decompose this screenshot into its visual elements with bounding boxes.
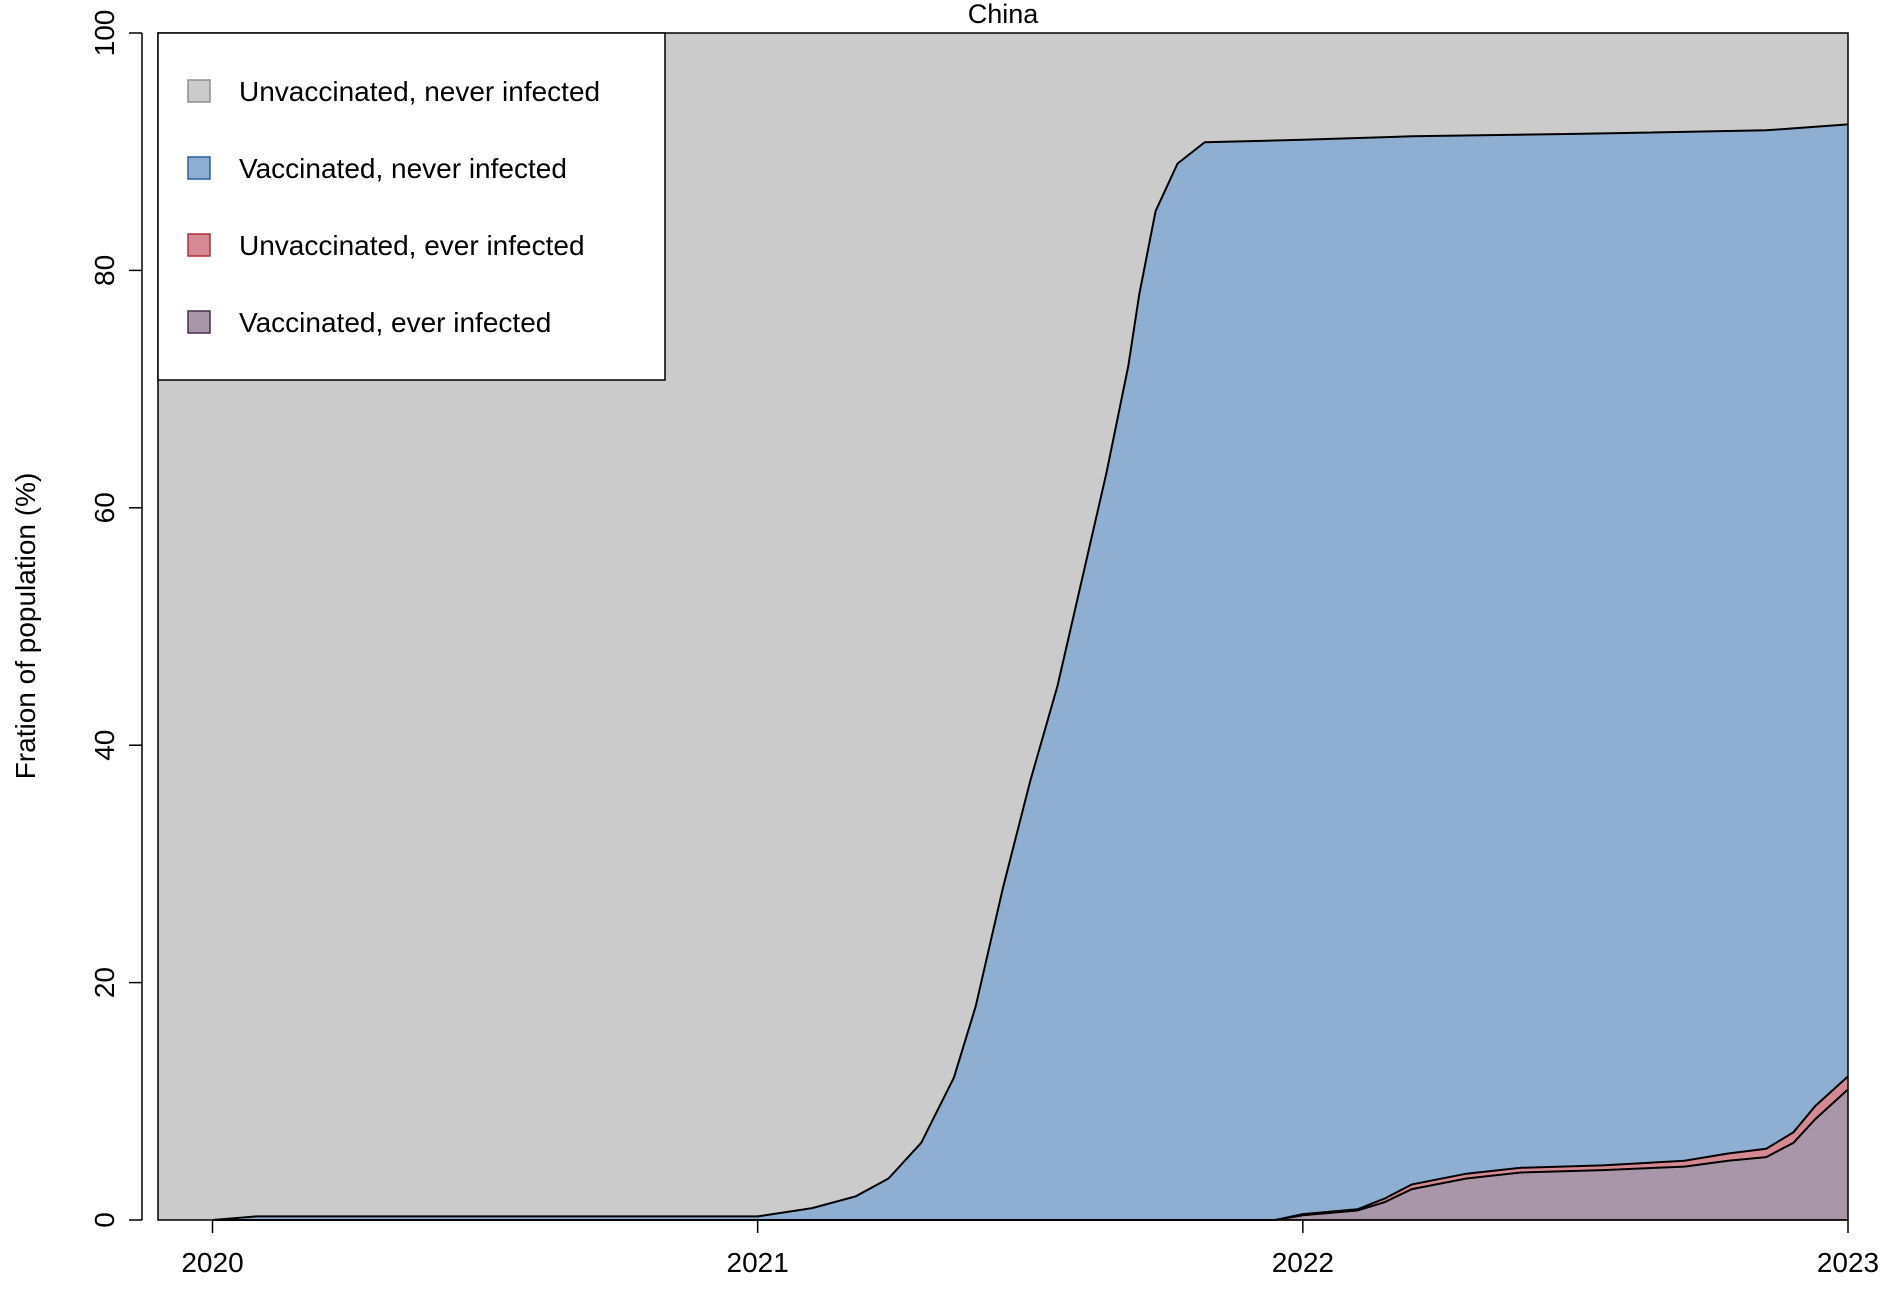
- x-tick-label: 2020: [181, 1247, 243, 1278]
- y-tick-label: 100: [89, 10, 120, 57]
- y-tick-label: 20: [89, 967, 120, 998]
- chart-title: China: [968, 0, 1040, 29]
- y-tick-label: 40: [89, 730, 120, 761]
- legend-swatch: [187, 79, 211, 103]
- area-vaccinated-never-infected: [212, 124, 1848, 1220]
- boundary-line-unvaccinated-ever-infected: [212, 1075, 1849, 1221]
- y-axis: 0 20 40 60 80 100: [89, 10, 143, 1228]
- legend-label: Unvaccinated, never infected: [239, 76, 600, 107]
- legend-label: Vaccinated, never infected: [239, 153, 567, 184]
- y-tick-label: 80: [89, 255, 120, 286]
- x-tick-label: 2023: [1817, 1247, 1879, 1278]
- boundary-line-vaccinated-ever-infected: [212, 1088, 1849, 1221]
- y-tick-label: 60: [89, 492, 120, 523]
- legend-swatch: [187, 310, 211, 334]
- plot-area: [157, 32, 1849, 1221]
- y-tick-label: 0: [89, 1212, 120, 1228]
- x-tick-label: 2021: [727, 1247, 789, 1278]
- area-vaccinated-ever-infected: [212, 1089, 1848, 1220]
- boundary-line-vaccinated-never-infected: [212, 123, 1849, 1221]
- x-tick-label: 2022: [1272, 1247, 1334, 1278]
- legend-swatch: [187, 156, 211, 180]
- legend-items: Unvaccinated, never infected Vaccinated, …: [187, 76, 600, 338]
- legend-swatch: [187, 233, 211, 257]
- legend-box: [157, 32, 666, 381]
- legend-label: Unvaccinated, ever infected: [239, 230, 585, 261]
- legend: Unvaccinated, never infected Vaccinated, …: [157, 32, 666, 381]
- y-axis-label: Fration of population (%): [10, 473, 41, 780]
- legend-label: Vaccinated, ever infected: [239, 307, 551, 338]
- x-axis: 2020 2021 2022 2023: [181, 1219, 1879, 1278]
- boundary-lines: [212, 123, 1849, 1221]
